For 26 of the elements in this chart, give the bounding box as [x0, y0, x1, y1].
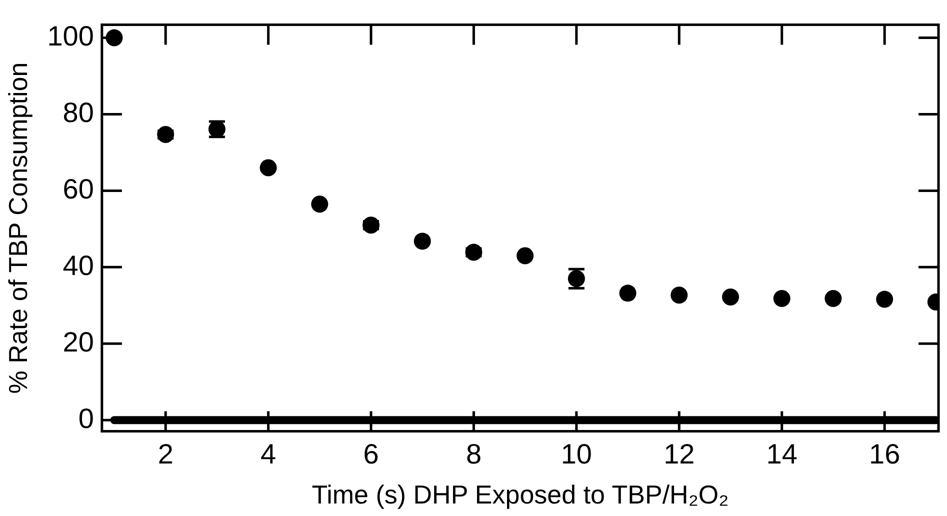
y-tick-label: 80 [62, 96, 94, 128]
y-tick-label: 40 [62, 250, 94, 281]
point [311, 196, 328, 213]
x-axis-title: Time (s) DHP Exposed to TBP/H₂O₂ [312, 480, 729, 510]
x-tick-label: 6 [363, 438, 379, 470]
point [876, 290, 894, 308]
x-tick-label: 8 [466, 438, 482, 470]
point [773, 290, 790, 308]
x-tick-label: 10 [560, 438, 592, 470]
point [260, 159, 277, 176]
point [670, 286, 688, 304]
y-tick-label: 60 [62, 173, 94, 204]
x-tick-label: 2 [158, 438, 174, 470]
x-tick-label: 4 [260, 438, 276, 470]
point [619, 284, 636, 302]
y-tick-label: 20 [62, 326, 94, 358]
y-tick-label: 0 [78, 402, 94, 434]
point [414, 232, 431, 250]
x-tick-label: 12 [664, 438, 695, 470]
point [824, 290, 842, 308]
y-tick-label: 100 [47, 20, 94, 52]
y-axis-title: % Rate of TBP Consumption [2, 62, 33, 394]
point [516, 247, 534, 264]
point [722, 288, 740, 306]
x-tick-label: 16 [869, 438, 900, 470]
x-tick-label: 14 [766, 438, 798, 470]
